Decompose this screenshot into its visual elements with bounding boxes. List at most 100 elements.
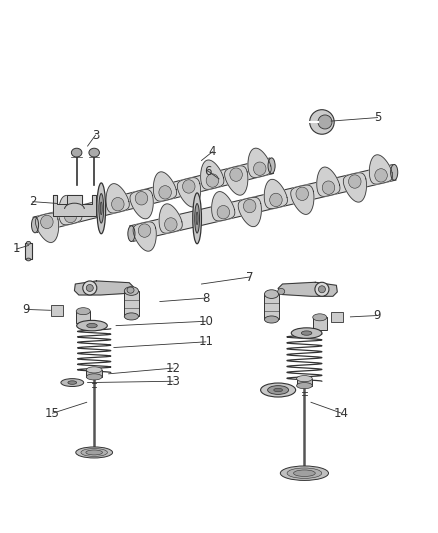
Ellipse shape — [183, 180, 195, 193]
Ellipse shape — [195, 204, 199, 233]
Ellipse shape — [280, 466, 328, 480]
Bar — [331, 312, 343, 322]
Ellipse shape — [159, 185, 171, 199]
Polygon shape — [59, 196, 82, 225]
Ellipse shape — [71, 148, 82, 157]
Ellipse shape — [68, 381, 77, 384]
Ellipse shape — [261, 383, 296, 397]
Ellipse shape — [86, 374, 102, 380]
Polygon shape — [153, 172, 177, 201]
Text: 8: 8 — [202, 292, 209, 304]
Ellipse shape — [89, 148, 99, 157]
Polygon shape — [248, 148, 271, 177]
Polygon shape — [291, 185, 314, 214]
Ellipse shape — [274, 388, 283, 392]
Polygon shape — [133, 222, 156, 251]
Text: 13: 13 — [166, 375, 180, 387]
Ellipse shape — [61, 378, 84, 386]
Ellipse shape — [26, 258, 31, 261]
Polygon shape — [238, 197, 261, 227]
Ellipse shape — [278, 288, 285, 295]
Ellipse shape — [64, 209, 77, 223]
Ellipse shape — [206, 174, 219, 187]
Ellipse shape — [254, 162, 266, 175]
Ellipse shape — [100, 202, 102, 215]
Ellipse shape — [287, 468, 322, 479]
Bar — [297, 378, 312, 386]
Polygon shape — [130, 190, 153, 219]
Bar — [25, 243, 32, 260]
Polygon shape — [264, 179, 287, 208]
Polygon shape — [212, 191, 235, 221]
Polygon shape — [278, 282, 337, 296]
Text: 3: 3 — [92, 128, 99, 142]
Polygon shape — [317, 167, 340, 196]
Bar — [264, 294, 279, 319]
Text: 7: 7 — [246, 271, 254, 284]
Ellipse shape — [77, 320, 107, 331]
Polygon shape — [130, 165, 396, 241]
Ellipse shape — [86, 450, 102, 455]
Ellipse shape — [165, 218, 177, 231]
Ellipse shape — [230, 168, 242, 181]
Text: 1: 1 — [13, 243, 21, 255]
Polygon shape — [33, 158, 273, 232]
Ellipse shape — [291, 328, 322, 338]
Ellipse shape — [310, 110, 334, 134]
Ellipse shape — [375, 169, 387, 182]
Ellipse shape — [293, 470, 315, 477]
Ellipse shape — [318, 115, 332, 129]
Bar — [124, 291, 139, 317]
Ellipse shape — [83, 281, 97, 295]
Ellipse shape — [41, 215, 53, 229]
Ellipse shape — [270, 193, 282, 207]
Ellipse shape — [135, 191, 148, 205]
Bar — [86, 370, 102, 377]
Ellipse shape — [297, 376, 312, 382]
Ellipse shape — [124, 313, 138, 320]
Ellipse shape — [32, 217, 39, 233]
Ellipse shape — [349, 175, 361, 188]
Ellipse shape — [268, 386, 289, 394]
Ellipse shape — [297, 383, 312, 389]
Ellipse shape — [99, 193, 104, 223]
Text: 12: 12 — [166, 361, 180, 375]
Ellipse shape — [296, 187, 308, 200]
Bar — [313, 317, 327, 329]
Ellipse shape — [86, 285, 93, 292]
Bar — [51, 305, 63, 316]
Text: 4: 4 — [208, 146, 216, 158]
Ellipse shape — [26, 241, 31, 244]
Text: 5: 5 — [374, 111, 381, 124]
Ellipse shape — [322, 181, 335, 195]
Ellipse shape — [76, 447, 113, 458]
Text: 6: 6 — [204, 165, 212, 177]
Ellipse shape — [124, 287, 138, 295]
Ellipse shape — [81, 448, 107, 456]
Polygon shape — [74, 281, 134, 295]
Text: 9: 9 — [22, 303, 30, 316]
Ellipse shape — [313, 314, 327, 321]
Ellipse shape — [87, 324, 97, 328]
Ellipse shape — [193, 193, 201, 244]
Polygon shape — [35, 213, 59, 243]
Ellipse shape — [128, 226, 135, 241]
Ellipse shape — [391, 165, 398, 180]
Polygon shape — [159, 204, 182, 233]
Polygon shape — [177, 177, 201, 207]
Ellipse shape — [138, 224, 151, 237]
Polygon shape — [225, 166, 248, 195]
Polygon shape — [201, 160, 224, 189]
Ellipse shape — [318, 286, 325, 293]
Text: 10: 10 — [198, 315, 213, 328]
Ellipse shape — [265, 290, 279, 298]
Ellipse shape — [265, 316, 279, 323]
Ellipse shape — [76, 308, 90, 314]
Text: 15: 15 — [45, 407, 60, 419]
Polygon shape — [369, 155, 392, 184]
Text: 2: 2 — [29, 195, 37, 208]
Ellipse shape — [127, 287, 134, 293]
Bar — [76, 311, 90, 324]
Ellipse shape — [244, 199, 256, 213]
Ellipse shape — [97, 183, 106, 234]
